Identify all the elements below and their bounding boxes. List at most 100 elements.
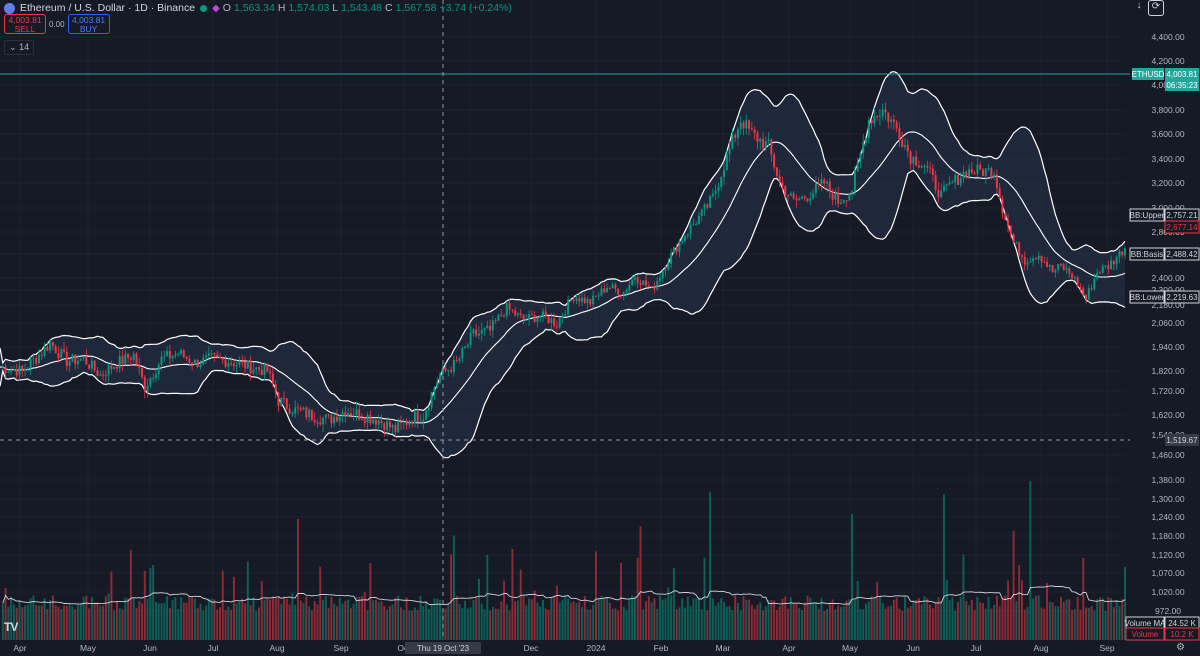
candle-body: [444, 367, 447, 371]
volume-bar: [500, 601, 503, 640]
volume-bar: [653, 598, 656, 640]
volume-bar: [678, 607, 681, 640]
candle-body: [90, 360, 93, 369]
candle-body: [327, 414, 330, 416]
volume-bar: [959, 596, 962, 640]
volume-bar: [845, 600, 848, 640]
volume-value-label: 10.2 K: [1170, 630, 1194, 639]
time-tick-label: May: [842, 643, 859, 653]
volume-bar: [954, 610, 957, 640]
volume-bar: [617, 610, 620, 640]
candle-body: [798, 198, 801, 201]
bb-value-label: 2,219.63: [1166, 293, 1198, 302]
volume-bar: [472, 600, 475, 640]
volume-bar: [235, 603, 238, 640]
volume-bar: [102, 605, 105, 640]
volume-bar: [995, 595, 998, 640]
volume-bar: [163, 602, 166, 640]
price-axis: 4,400.004,200.004,000.003,800.003,600.00…: [1130, 0, 1200, 640]
candle-body: [1082, 288, 1085, 295]
volume-bar: [592, 605, 595, 640]
candle-body: [572, 300, 575, 302]
time-tick-label: Mar: [716, 643, 731, 653]
candle-body: [867, 120, 870, 138]
candle-body: [934, 174, 937, 190]
candle-body: [149, 378, 152, 386]
volume-bar: [177, 609, 180, 640]
candle-body: [736, 129, 739, 138]
volume-bar: [416, 610, 419, 640]
candle-body: [544, 311, 547, 317]
candle-body: [26, 368, 29, 370]
candle-body: [968, 169, 971, 178]
volume-bar: [230, 609, 233, 640]
candle-body: [319, 422, 322, 425]
volume-bar: [32, 595, 35, 640]
candle-body: [739, 122, 742, 130]
candle-body: [397, 422, 400, 433]
candle-body: [288, 408, 291, 414]
candle-body: [219, 356, 221, 359]
settings-icon[interactable]: ⚙: [1176, 642, 1185, 653]
candle-body: [494, 320, 497, 322]
volume-bar: [82, 597, 85, 640]
volume-bar: [160, 603, 163, 640]
candle-body: [394, 425, 397, 433]
candle-body: [291, 413, 294, 415]
buy-button[interactable]: 4,003.81 BUY: [67, 14, 110, 34]
symbol-title[interactable]: Ethereum / U.S. Dollar · 1D · Binance: [20, 2, 196, 14]
volume-bar: [330, 596, 333, 640]
candle-body: [904, 145, 906, 148]
candle-body: [661, 271, 664, 278]
candle-body: [486, 325, 489, 329]
candle-body: [959, 178, 962, 185]
volume-bar: [127, 598, 130, 640]
candle-body: [581, 297, 583, 302]
volume-bar: [909, 606, 912, 640]
indicators-toggle[interactable]: ⌄ 14: [4, 40, 35, 55]
price-tick-label: 1,380.00: [1151, 475, 1184, 485]
candle-body: [826, 181, 829, 184]
volume-bar: [700, 609, 703, 640]
bb-upper-line: [0, 70, 1126, 413]
candle-body: [514, 310, 517, 316]
candle-body: [411, 421, 414, 424]
crosshair-price-label: 1,519.67: [1166, 436, 1198, 445]
volume-bar: [728, 606, 731, 640]
volume-name-label: Volume: [1132, 630, 1159, 639]
candle-body: [976, 164, 979, 174]
candle-body: [915, 156, 918, 166]
volume-bar: [121, 609, 124, 640]
volume-bar: [876, 581, 879, 640]
candle-body: [748, 120, 751, 129]
volume-bar: [681, 598, 684, 640]
volume-bar: [895, 597, 898, 640]
volume-bar: [1001, 597, 1004, 640]
download-icon[interactable]: ↓: [1136, 0, 1142, 11]
tradingview-logo[interactable]: TV: [4, 620, 18, 634]
volume-bar: [575, 603, 578, 640]
candle-body: [402, 421, 405, 423]
volume-bar: [586, 609, 589, 640]
candle-body: [881, 109, 884, 117]
candle-body: [870, 120, 873, 124]
candle-body: [525, 319, 528, 321]
volume-bar: [784, 596, 787, 640]
candle-body: [892, 119, 895, 122]
candle-body: [1001, 197, 1004, 214]
current-price-label-bg: [1165, 68, 1199, 80]
close-label: C: [385, 2, 393, 14]
sell-button[interactable]: 4,003.81 SELL: [4, 14, 46, 34]
bb-name-label-bg: [1129, 208, 1165, 222]
crosshair-date-label-bg: [405, 642, 481, 654]
candle-body: [430, 391, 433, 408]
candle-body: [1026, 262, 1029, 265]
volume-bar: [614, 608, 617, 640]
bb-lower-line: [0, 169, 1126, 459]
volume-bar: [138, 600, 141, 640]
candle-body: [820, 179, 823, 184]
refresh-icon[interactable]: ⟳: [1148, 0, 1164, 16]
volume-bar: [29, 598, 32, 640]
candle-body: [555, 326, 558, 328]
